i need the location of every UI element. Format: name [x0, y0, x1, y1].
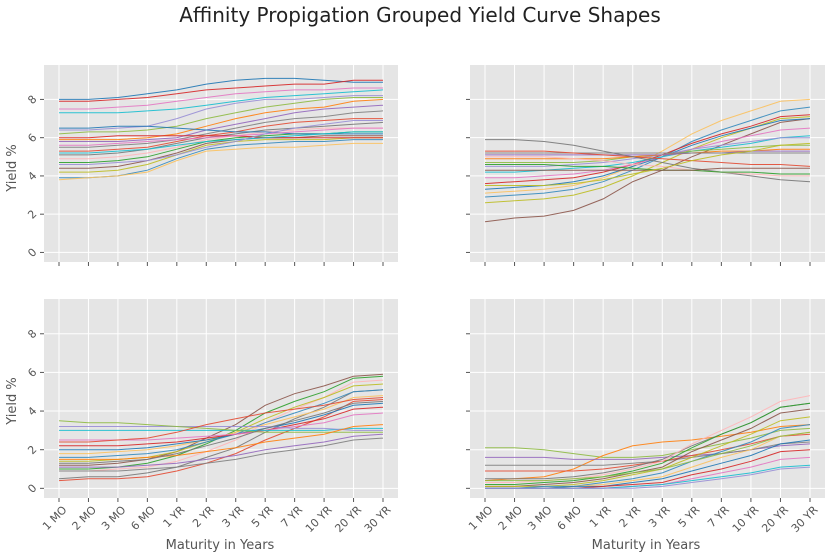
x-tick-label: 6 MO — [128, 503, 158, 533]
series-line — [59, 120, 383, 165]
x-tick-label: 5 YR — [249, 503, 276, 530]
x-tick-label: 2 MO — [70, 503, 100, 533]
series-line — [484, 118, 811, 223]
series-line — [484, 98, 811, 194]
series-line — [59, 127, 383, 146]
series-line — [485, 408, 811, 487]
series-line — [59, 426, 383, 431]
series-line — [484, 424, 811, 482]
series-line — [59, 427, 383, 431]
series-line — [59, 437, 384, 472]
y-tick-label: 2 — [25, 443, 39, 457]
x-tick-label: 20 YR — [332, 503, 364, 535]
series-line — [59, 137, 383, 173]
series-line — [485, 441, 811, 466]
chart-panel-top-left: 0 2 4 6 8 — [25, 65, 398, 266]
x-tick-label: 1 YR — [587, 503, 614, 530]
series-line — [485, 402, 811, 485]
x-tick-label: 30 YR — [789, 503, 821, 535]
series-line — [485, 156, 810, 177]
series-line — [485, 431, 811, 482]
series-line — [485, 427, 811, 458]
x-tick-label: 30 YR — [362, 503, 394, 535]
series-line — [59, 379, 384, 472]
y-tick-label: 4 — [25, 404, 39, 418]
x-tick-label: 3 MO — [525, 503, 555, 533]
figure-title: Affinity Propigation Grouped Yield Curve… — [179, 3, 661, 27]
series-line — [58, 399, 384, 482]
series-line — [59, 389, 384, 458]
plot-area — [44, 299, 398, 498]
y-tick-label: 6 — [25, 366, 39, 380]
series-line — [59, 104, 384, 142]
series-line — [485, 127, 811, 179]
series-line — [485, 139, 811, 183]
x-tick-label: 3 MO — [99, 503, 129, 533]
series-line — [59, 98, 384, 141]
series-line — [59, 127, 383, 160]
y-axis-label-bottom: Yield % — [5, 377, 20, 425]
y-axis-label-top: Yield % — [5, 144, 20, 192]
series-line — [485, 142, 811, 186]
series-line — [485, 150, 811, 167]
series-line — [59, 406, 384, 447]
series-line — [485, 167, 810, 171]
series-line — [59, 433, 384, 468]
y-tick-label: 0 — [25, 246, 39, 260]
x-tick-label: 10 YR — [303, 503, 335, 535]
y-tick-label: 0 — [25, 482, 39, 496]
y-tick-label: 8 — [25, 327, 39, 341]
x-tick-label: 5 YR — [676, 503, 703, 530]
series-line — [485, 424, 811, 489]
x-tick-label: 6 MO — [555, 503, 585, 533]
series-line — [485, 137, 810, 167]
series-line — [484, 106, 811, 198]
series-line — [485, 164, 810, 175]
series-line — [59, 79, 383, 102]
series-line — [59, 77, 383, 100]
plot-area — [470, 299, 825, 498]
x-tick-label: 2 MO — [496, 503, 526, 533]
series-line — [59, 95, 383, 131]
series-line — [59, 131, 383, 154]
chart-panel-bottom-left: 0 2 4 6 8 1 MO 2 MO 3 MO 6 MO 1 YR 2 YR 3 YR 5 YR 7 Y… — [25, 299, 398, 535]
x-tick-label: 2 YR — [190, 503, 217, 530]
y-tick-label: 8 — [25, 93, 39, 107]
x-axis-label-left: Maturity in Years — [166, 538, 275, 553]
x-tick-label: 3 YR — [646, 503, 673, 530]
y-tick-label: 4 — [25, 169, 39, 183]
series-line — [59, 87, 383, 110]
series-line — [59, 118, 383, 152]
series-line — [59, 89, 384, 114]
series-line — [59, 373, 384, 466]
x-tick-label: 1 MO — [40, 503, 70, 533]
chart-panel-top-right — [466, 65, 825, 266]
series-line — [58, 97, 383, 135]
x-tick-label: 20 YR — [759, 503, 791, 535]
series-line — [59, 135, 383, 139]
series-line — [58, 420, 383, 433]
x-tick-label: 1 MO — [466, 503, 496, 533]
series-line — [59, 135, 383, 169]
series-line — [59, 424, 384, 460]
x-axis-label-right: Maturity in Years — [592, 538, 701, 553]
series-line — [485, 150, 810, 156]
series-line — [58, 142, 383, 181]
y-tick-label: 6 — [25, 131, 39, 145]
x-tick-label: 3 YR — [220, 503, 247, 530]
x-tick-label: 10 YR — [730, 503, 762, 535]
x-tick-label: 7 YR — [705, 503, 732, 530]
x-tick-label: 2 YR — [617, 503, 644, 530]
series-line — [59, 397, 384, 443]
y-tick-label: 2 — [25, 207, 39, 221]
series-line — [59, 402, 384, 451]
x-tick-label: 7 YR — [278, 503, 305, 530]
series-line — [59, 400, 384, 464]
x-tick-label: 1 YR — [161, 503, 188, 530]
series-line — [485, 466, 811, 489]
